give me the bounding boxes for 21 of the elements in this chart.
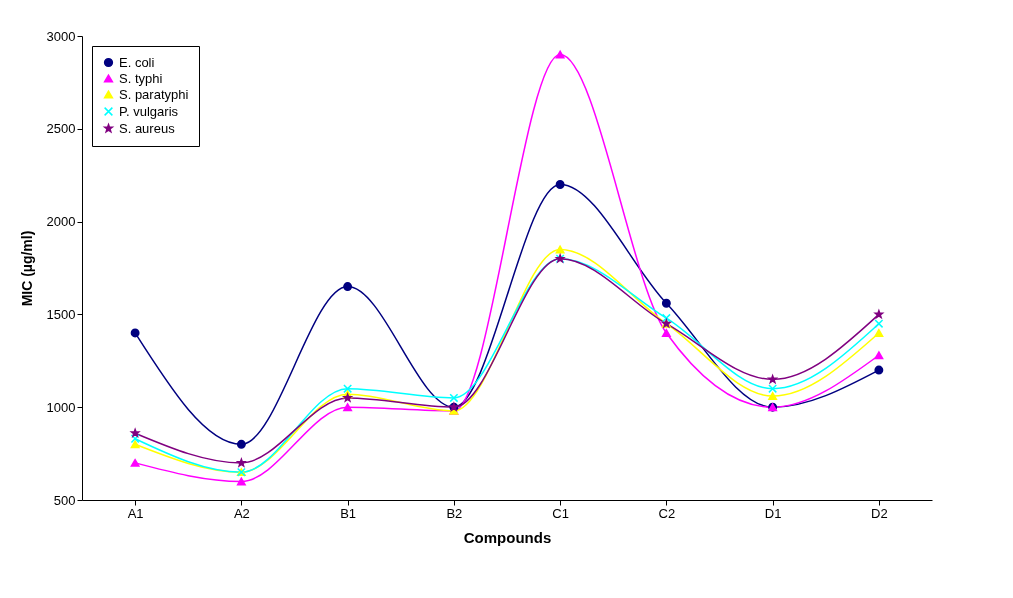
y-tick-label: 2000 [46, 214, 76, 230]
y-tick-label: 3000 [46, 28, 76, 44]
y-tick-label: 500 [53, 492, 76, 508]
x-tick-label: A2 [233, 505, 250, 521]
x-tick-label: D1 [764, 505, 782, 521]
legend-label: P. vulgaris [119, 103, 179, 119]
x-tick-label: C1 [552, 505, 569, 521]
y-tick-label: 2500 [46, 121, 76, 137]
y-tick-label: 1500 [46, 306, 76, 322]
y-tick-label: 1000 [46, 399, 76, 415]
x-tick-label: C2 [658, 505, 676, 521]
y-axis-title: MIC (µg/ml) [18, 230, 35, 307]
x-axis-title: Compounds [463, 528, 552, 546]
x-tick-label: D2 [871, 505, 888, 521]
legend-label: S. typhi [119, 70, 163, 86]
legend-label: S. paratyphi [119, 86, 189, 102]
legend-label: S. aureus [119, 120, 176, 136]
legend-label: E. coli [119, 54, 155, 70]
x-tick-label: B1 [340, 505, 357, 521]
x-tick-label: A1 [127, 505, 144, 521]
x-tick-label: B2 [446, 505, 463, 521]
